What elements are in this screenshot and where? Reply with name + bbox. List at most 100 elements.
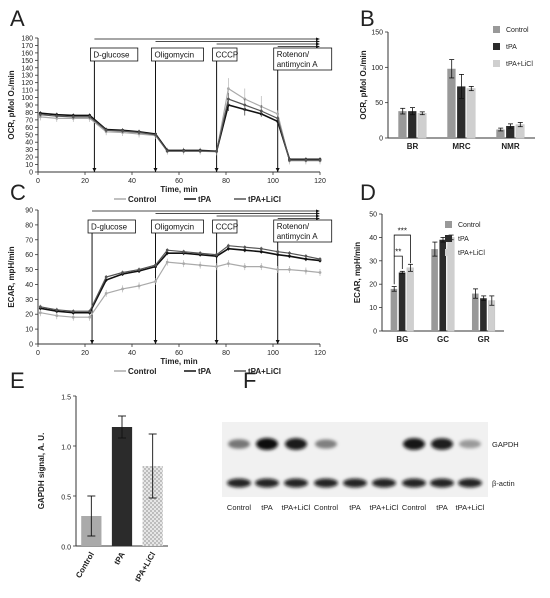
legend-label: Control	[128, 367, 156, 376]
y-tick-label: 70	[25, 237, 33, 244]
data-point	[276, 250, 280, 254]
data-point	[318, 257, 322, 261]
injection-label: Rotenon/	[277, 50, 310, 59]
y-axis-title: ECAR, mpH/min	[7, 246, 16, 307]
data-point	[243, 248, 247, 252]
actin-band	[255, 478, 279, 488]
category-label: MRC	[452, 142, 470, 151]
panel-letter-f: F	[243, 368, 256, 393]
y-tick-label: 110	[22, 88, 33, 95]
injection-label: D-glucose	[93, 51, 130, 60]
x-tick-label: 0	[36, 350, 40, 357]
data-point	[226, 262, 230, 265]
injection-label: antimycin A	[277, 60, 319, 69]
data-point	[198, 149, 202, 153]
bar-control	[447, 68, 456, 138]
y-tick-label: 70	[25, 117, 33, 124]
lane-label: tPA+LiCl	[282, 503, 311, 512]
panel-letter-a: A	[10, 6, 25, 31]
legend-label: tPA	[198, 367, 211, 376]
legend-swatch	[445, 249, 452, 256]
y-tick-label: 30	[369, 258, 377, 265]
y-tick-label: 0	[379, 136, 383, 143]
actin-band	[402, 478, 426, 488]
data-point	[165, 149, 169, 153]
legend-swatch	[493, 60, 500, 67]
injection-arrowhead	[214, 340, 219, 344]
data-point	[55, 314, 59, 318]
actin-band	[430, 478, 454, 488]
data-point	[182, 262, 186, 265]
data-point	[226, 247, 230, 251]
y-tick-label: 180	[21, 36, 33, 43]
injection-box	[151, 219, 204, 234]
bar-tpa	[398, 272, 406, 331]
data-point	[165, 260, 169, 264]
injection-label: antimycin A	[277, 232, 319, 241]
legend-label: tPA	[198, 195, 211, 204]
legend-swatch	[493, 43, 500, 50]
y-tick-label: 20	[25, 312, 33, 319]
y-tick-label: 90	[25, 103, 33, 110]
data-point	[288, 251, 291, 255]
x-tick-label: 20	[81, 350, 89, 357]
chart-B: 0 50 100 150 OCR, pMol O₂/min BR MRC NMR Control…	[359, 26, 535, 151]
data-point	[243, 103, 247, 107]
data-point	[318, 158, 322, 162]
y-tick-label: 130	[21, 73, 33, 80]
gapdh-band	[403, 438, 425, 450]
data-point	[304, 158, 308, 162]
significance-bracket	[393, 234, 411, 264]
actin-band	[458, 478, 482, 488]
y-tick-label: 50	[25, 267, 33, 274]
data-point	[276, 117, 280, 120]
injection-label: CCCP	[216, 51, 239, 60]
x-tick-label: 120	[314, 350, 326, 357]
data-point	[198, 263, 202, 267]
y-tick-label: 80	[25, 222, 33, 229]
injection-label: Rotenon/	[277, 222, 310, 231]
category-label: tPA	[112, 550, 126, 566]
bar-tpa+licl	[417, 113, 427, 139]
lane-label: Control	[227, 503, 252, 512]
span-arrowhead	[316, 217, 320, 220]
data-point	[71, 309, 75, 313]
legend-swatch	[445, 235, 452, 242]
data-point	[182, 149, 186, 153]
injection-arrowhead	[153, 168, 158, 172]
chart-C: 0 10 20 30 40 50 60 70 80 90 0 20 40 60 80 100 120 Time, …	[7, 208, 333, 376]
data-point	[276, 253, 280, 257]
y-tick-label: 170	[21, 43, 33, 50]
chart-D: 0 10 20 30 40 50 ECAR, mpH/min BG GC GR Control tPA…	[353, 212, 504, 344]
y-tick-label: 140	[21, 65, 33, 72]
injection-box	[151, 47, 204, 62]
y-tick-label: 40	[25, 140, 33, 147]
data-point	[215, 265, 219, 268]
data-point	[165, 251, 169, 255]
data-point	[88, 315, 92, 319]
legend-label: Control	[506, 27, 529, 34]
injection-box	[87, 219, 136, 234]
y-tick-label: 100	[21, 95, 33, 102]
bar-tpa	[439, 239, 447, 331]
y-tick-label: 0	[29, 170, 33, 177]
legend-label: tPA	[506, 44, 517, 51]
y-tick-label: 10	[25, 327, 33, 334]
actin-band	[372, 478, 396, 488]
y-tick-label: 30	[25, 297, 33, 304]
y-tick-label: 0	[29, 342, 33, 349]
gapdh-band	[459, 439, 481, 449]
y-tick-label: 10	[369, 305, 377, 312]
data-point	[259, 109, 263, 113]
legend-label: tPA+LiCl	[248, 367, 281, 376]
span-arrowhead	[316, 214, 320, 218]
data-point	[137, 284, 141, 288]
y-tick-label: 150	[371, 30, 383, 37]
gapdh-band	[315, 439, 337, 449]
lane-label: tPA+LiCl	[370, 503, 399, 512]
significance-mark: ***	[398, 227, 407, 236]
chart-A: 0102030405060708090100110120130140150160…	[7, 36, 333, 204]
category-label: NMR	[501, 142, 519, 151]
data-point	[55, 114, 59, 118]
chart-E: 0.0 0.5 1.0 1.5 GAPDH signal, A. U. Control tP…	[37, 395, 168, 584]
